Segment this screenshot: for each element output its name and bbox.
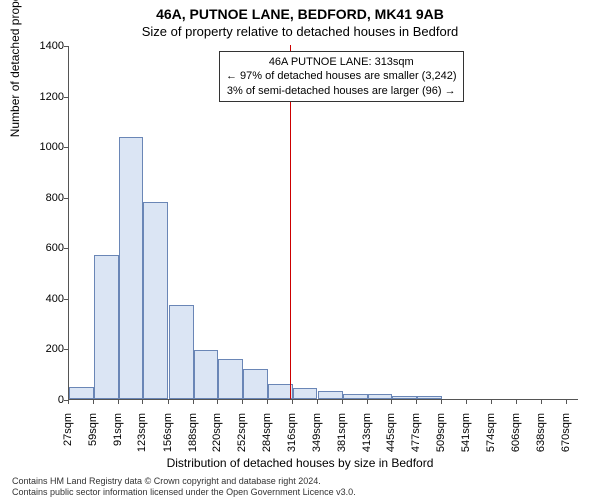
y-tick-label: 200	[24, 343, 64, 355]
x-tick-mark	[367, 400, 368, 404]
page-subtitle: Size of property relative to detached ho…	[0, 24, 600, 39]
x-tick-mark	[342, 400, 343, 404]
y-axis-label: Number of detached properties	[8, 0, 22, 137]
y-tick-label: 1200	[24, 91, 64, 103]
x-tick-mark	[242, 400, 243, 404]
y-tick-label: 400	[24, 293, 64, 305]
annotation-line: 3% of semi-detached houses are larger (9…	[226, 84, 457, 98]
histogram-bar	[343, 394, 368, 399]
histogram-bar	[119, 137, 144, 399]
plot-area: 46A PUTNOE LANE: 313sqm← 97% of detached…	[68, 46, 578, 400]
x-tick-mark	[441, 400, 442, 404]
histogram-bar	[143, 202, 168, 399]
x-tick-mark	[267, 400, 268, 404]
histogram-bar	[69, 387, 94, 399]
y-tick-mark	[64, 248, 68, 249]
footer-licence: Contains HM Land Registry data © Crown c…	[12, 476, 356, 499]
chart-container: 46A, PUTNOE LANE, BEDFORD, MK41 9AB Size…	[0, 0, 600, 500]
histogram-bar	[218, 359, 243, 399]
x-tick-mark	[416, 400, 417, 404]
histogram-bar	[417, 396, 442, 399]
x-tick-mark	[566, 400, 567, 404]
annotation-line: 46A PUTNOE LANE: 313sqm	[226, 55, 457, 69]
histogram-bar	[368, 394, 393, 399]
x-tick-mark	[168, 400, 169, 404]
footer-line2: Contains public sector information licen…	[12, 487, 356, 498]
y-tick-label: 1000	[24, 141, 64, 153]
histogram-bar	[243, 369, 268, 399]
annotation-box: 46A PUTNOE LANE: 313sqm← 97% of detached…	[219, 51, 464, 102]
y-tick-mark	[64, 97, 68, 98]
x-tick-mark	[466, 400, 467, 404]
histogram-bar	[268, 384, 293, 399]
y-tick-label: 0	[24, 394, 64, 406]
histogram-bar	[392, 396, 417, 399]
y-tick-mark	[64, 198, 68, 199]
x-axis-label: Distribution of detached houses by size …	[0, 456, 600, 470]
x-tick-mark	[491, 400, 492, 404]
x-tick-mark	[391, 400, 392, 404]
x-tick-mark	[93, 400, 94, 404]
x-tick-mark	[118, 400, 119, 404]
histogram-bar	[293, 388, 318, 399]
y-tick-label: 600	[24, 242, 64, 254]
page-title: 46A, PUTNOE LANE, BEDFORD, MK41 9AB	[0, 6, 600, 22]
y-tick-label: 800	[24, 192, 64, 204]
x-tick-mark	[317, 400, 318, 404]
x-tick-mark	[541, 400, 542, 404]
histogram-bar	[169, 305, 194, 399]
histogram-bar	[94, 255, 119, 399]
footer-line1: Contains HM Land Registry data © Crown c…	[12, 476, 356, 487]
y-tick-mark	[64, 299, 68, 300]
x-tick-mark	[68, 400, 69, 404]
x-tick-mark	[217, 400, 218, 404]
y-tick-mark	[64, 147, 68, 148]
y-tick-mark	[64, 46, 68, 47]
x-tick-mark	[292, 400, 293, 404]
x-tick-mark	[142, 400, 143, 404]
x-tick-mark	[516, 400, 517, 404]
histogram-bar	[318, 391, 343, 399]
annotation-line: ← 97% of detached houses are smaller (3,…	[226, 69, 457, 83]
histogram-bar	[194, 350, 219, 399]
x-tick-mark	[193, 400, 194, 404]
y-tick-mark	[64, 349, 68, 350]
y-tick-label: 1400	[24, 40, 64, 52]
